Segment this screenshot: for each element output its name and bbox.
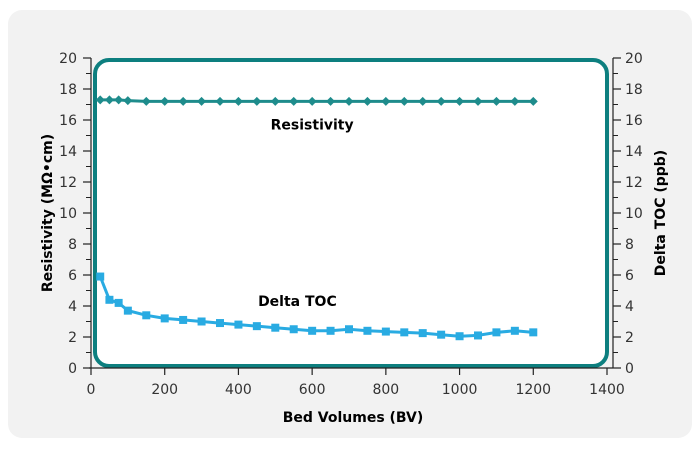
data-point xyxy=(141,96,151,106)
data-point xyxy=(381,327,390,336)
data-point xyxy=(114,298,123,307)
data-point xyxy=(345,325,353,334)
y-tick-label: 10 xyxy=(59,206,77,222)
y2-axis-title: Delta TOC (ppb) xyxy=(653,150,669,276)
data-point xyxy=(436,96,446,106)
data-point xyxy=(160,96,170,106)
x-tick-label: 1400 xyxy=(589,382,625,398)
y2-tick-label: 12 xyxy=(625,175,643,191)
data-point xyxy=(197,96,207,106)
data-point xyxy=(289,96,299,106)
data-point xyxy=(362,96,372,106)
y2-tick-label: 10 xyxy=(625,206,643,222)
data-point xyxy=(114,95,124,105)
data-point xyxy=(123,306,132,315)
y2-tick-label: 6 xyxy=(625,268,634,284)
y2-tick-label: 20 xyxy=(625,51,643,67)
data-point xyxy=(216,319,224,328)
data-point xyxy=(326,326,335,335)
data-point xyxy=(455,96,465,106)
data-point xyxy=(418,329,427,338)
y-tick-label: 12 xyxy=(59,175,77,191)
data-point xyxy=(510,326,519,335)
y-tick-label: 0 xyxy=(68,361,77,377)
series-layer xyxy=(95,95,538,341)
y-tick-label: 20 xyxy=(59,51,77,67)
data-point xyxy=(197,317,206,326)
data-point xyxy=(400,328,409,337)
series-annotation-delta-toc: Delta TOC xyxy=(258,294,337,310)
y2-tick-label: 0 xyxy=(625,361,634,377)
plot-panel xyxy=(93,58,609,368)
y2-tick-label: 8 xyxy=(625,237,634,253)
data-point xyxy=(215,96,225,106)
data-point xyxy=(179,315,188,324)
data-point xyxy=(492,328,501,337)
data-point xyxy=(510,96,520,106)
data-point xyxy=(308,326,317,335)
data-point xyxy=(271,323,280,332)
data-point xyxy=(455,332,464,341)
data-point xyxy=(160,314,169,323)
y2-tick-label: 18 xyxy=(625,82,643,98)
x-tick-label: 600 xyxy=(299,382,326,398)
data-point xyxy=(96,272,105,281)
data-point xyxy=(95,95,105,105)
y-tick-label: 8 xyxy=(68,237,77,253)
y-tick-label: 18 xyxy=(59,82,77,98)
x-tick-label: 0 xyxy=(87,382,96,398)
data-point xyxy=(491,96,501,106)
data-point xyxy=(234,320,243,329)
x-tick-label: 200 xyxy=(151,382,178,398)
data-point xyxy=(252,96,262,106)
data-point xyxy=(529,328,538,337)
x-tick-label: 1000 xyxy=(442,382,478,398)
y2-tick-label: 14 xyxy=(625,144,643,160)
series-annotation-resistivity: Resistivity xyxy=(271,117,354,133)
y-axis-title: Resistivity (MΩ•cm) xyxy=(40,134,56,292)
y-tick-label: 4 xyxy=(68,299,77,315)
data-point xyxy=(307,96,317,106)
series-delta-toc xyxy=(96,272,538,341)
x-tick-label: 400 xyxy=(225,382,252,398)
y-tick-label: 6 xyxy=(68,268,77,284)
y2-tick-label: 4 xyxy=(625,299,634,315)
data-point xyxy=(399,96,409,106)
y2-tick-label: 16 xyxy=(625,113,643,129)
series-resistivity xyxy=(95,95,538,106)
data-point xyxy=(473,96,483,106)
data-point xyxy=(104,95,114,105)
y-tick-label: 14 xyxy=(59,144,77,160)
data-point xyxy=(326,96,336,106)
data-point xyxy=(528,96,538,106)
data-point xyxy=(289,325,298,334)
data-point xyxy=(178,96,188,106)
data-point xyxy=(474,331,482,340)
y2-tick-label: 2 xyxy=(625,330,634,346)
y-tick-label: 2 xyxy=(68,330,77,346)
data-point xyxy=(363,326,372,335)
data-point xyxy=(123,96,133,106)
data-point xyxy=(252,322,261,331)
data-point xyxy=(437,330,446,339)
data-point xyxy=(142,311,151,320)
data-point xyxy=(418,96,428,106)
data-point xyxy=(381,96,391,106)
x-tick-label: 800 xyxy=(372,382,399,398)
data-point xyxy=(233,96,243,106)
data-point xyxy=(270,96,280,106)
data-point xyxy=(344,96,354,106)
x-axis-title: Bed Volumes (BV) xyxy=(283,410,424,426)
x-tick-label: 1200 xyxy=(515,382,551,398)
y-tick-label: 16 xyxy=(59,113,77,129)
data-point xyxy=(105,295,114,304)
